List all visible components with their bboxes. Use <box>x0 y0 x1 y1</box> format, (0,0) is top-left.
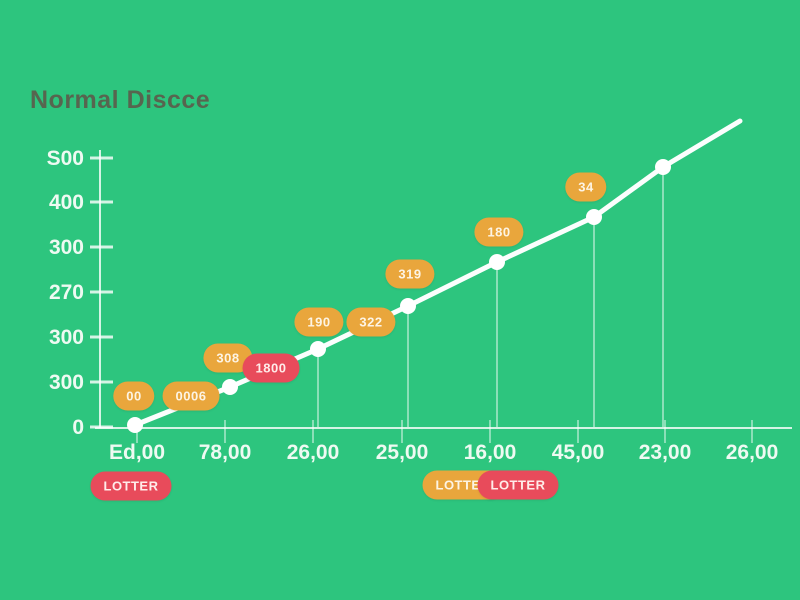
data-label-pill: 00 <box>113 381 155 411</box>
y-axis-label: 300 <box>49 326 84 349</box>
y-axis-label: 400 <box>49 191 84 214</box>
data-label-pill: 319 <box>385 259 435 289</box>
data-point <box>222 379 238 395</box>
x-axis-label: 26,00 <box>726 441 779 464</box>
y-axis-label: S00 <box>47 147 84 170</box>
y-axis-label: 300 <box>49 236 84 259</box>
chart-title: Normal Discce <box>30 86 211 114</box>
data-label-pill: 1800 <box>242 353 300 383</box>
data-point <box>655 159 671 175</box>
x-axis-label: 16,00 <box>464 441 517 464</box>
footer-label-pill: LOTTER <box>90 471 172 501</box>
x-axis-label: 45,00 <box>552 441 605 464</box>
x-axis-label: Ed,00 <box>109 441 165 464</box>
x-axis-label: 78,00 <box>199 441 252 464</box>
footer-label-pill: LOTTER <box>477 470 559 500</box>
y-axis-label: 270 <box>49 281 84 304</box>
data-label-pill: 322 <box>346 307 396 337</box>
x-axis-label: 25,00 <box>376 441 429 464</box>
data-label-pill: 34 <box>565 172 607 202</box>
data-point <box>127 417 143 433</box>
y-axis-label: 300 <box>49 371 84 394</box>
x-axis-label: 23,00 <box>639 441 692 464</box>
y-axis-label: 0 <box>72 416 84 439</box>
data-label-pill: 0006 <box>162 381 220 411</box>
data-point <box>489 254 505 270</box>
data-label-pill: 180 <box>474 217 524 247</box>
series-line <box>132 118 743 428</box>
x-axis-label: 26,00 <box>287 441 340 464</box>
data-point <box>310 341 326 357</box>
data-point <box>400 298 416 314</box>
data-point <box>586 209 602 225</box>
data-label-pill: 190 <box>294 307 344 337</box>
